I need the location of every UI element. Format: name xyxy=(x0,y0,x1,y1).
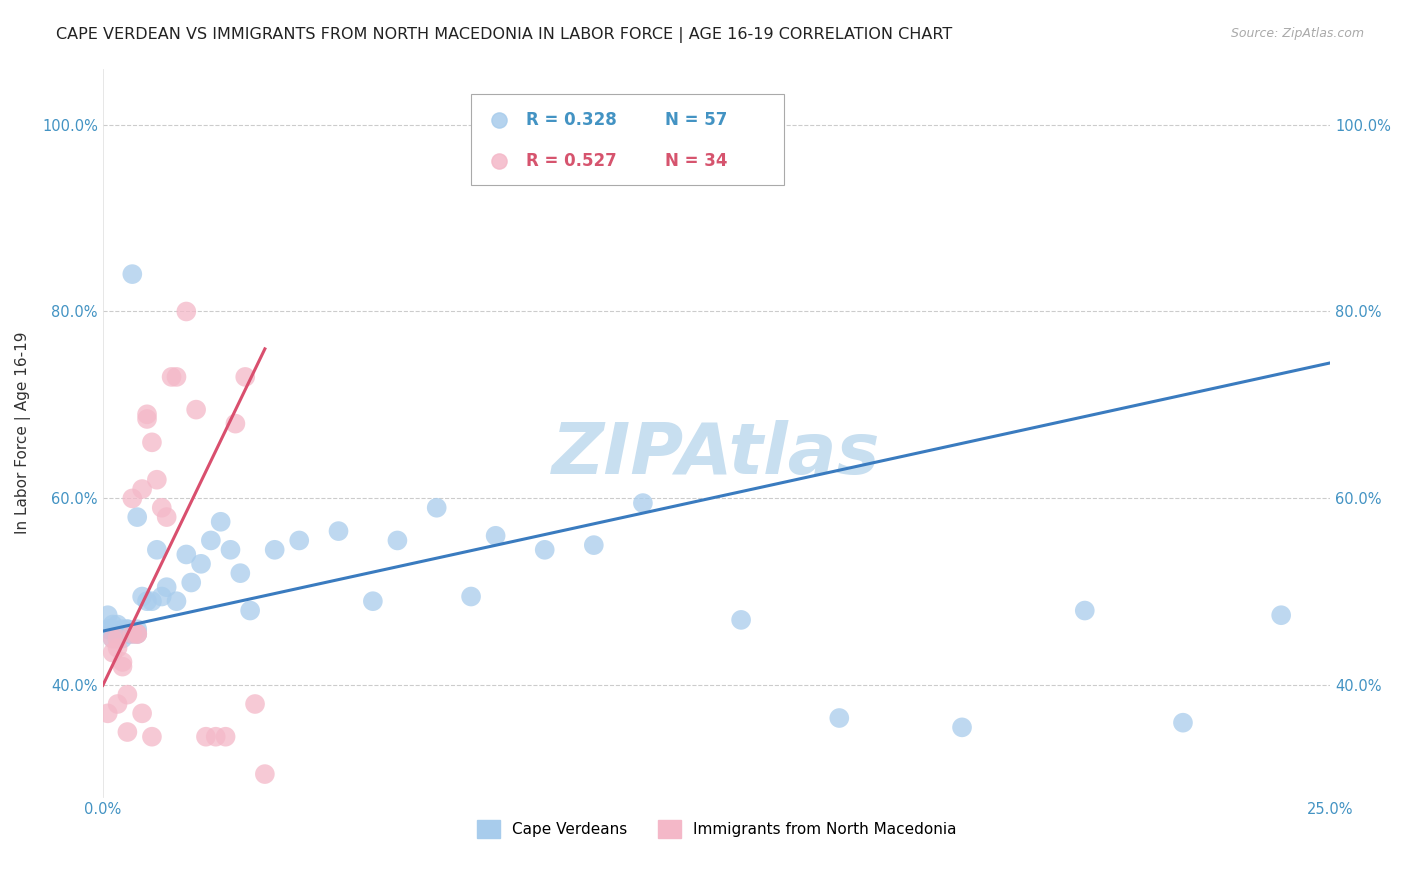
Point xyxy=(166,594,188,608)
Point xyxy=(361,594,384,608)
Point xyxy=(107,697,129,711)
Point xyxy=(121,627,143,641)
Point xyxy=(141,435,163,450)
Point xyxy=(117,622,139,636)
FancyBboxPatch shape xyxy=(471,94,785,186)
Point xyxy=(97,608,120,623)
Point xyxy=(101,646,124,660)
Point xyxy=(194,730,217,744)
Point xyxy=(136,407,159,421)
Point xyxy=(166,370,188,384)
Point xyxy=(127,627,149,641)
Point xyxy=(101,617,124,632)
Point xyxy=(253,767,276,781)
Point xyxy=(141,730,163,744)
Point xyxy=(117,725,139,739)
Point xyxy=(121,627,143,641)
Point xyxy=(117,627,139,641)
Point xyxy=(204,730,226,744)
Text: ZIPAtlas: ZIPAtlas xyxy=(553,420,880,490)
Point xyxy=(160,370,183,384)
Point xyxy=(263,542,285,557)
Y-axis label: In Labor Force | Age 16-19: In Labor Force | Age 16-19 xyxy=(15,332,31,534)
Point xyxy=(117,688,139,702)
Point xyxy=(127,510,149,524)
Point xyxy=(146,542,169,557)
Point xyxy=(111,627,134,641)
Point xyxy=(121,491,143,506)
Point xyxy=(136,594,159,608)
Point xyxy=(131,706,153,721)
Point xyxy=(111,622,134,636)
Point xyxy=(233,370,256,384)
Point xyxy=(111,632,134,646)
Point xyxy=(121,267,143,281)
Point xyxy=(1171,715,1194,730)
Point xyxy=(239,603,262,617)
Point xyxy=(328,524,350,538)
Point xyxy=(229,566,252,581)
Point xyxy=(111,659,134,673)
Point xyxy=(101,632,124,646)
Point xyxy=(243,697,266,711)
Point xyxy=(485,529,508,543)
Point xyxy=(150,590,173,604)
Point xyxy=(224,417,246,431)
Point xyxy=(127,622,149,636)
Point xyxy=(101,622,124,636)
Point xyxy=(214,730,236,744)
Point xyxy=(533,542,555,557)
Point xyxy=(107,627,129,641)
Text: R = 0.527: R = 0.527 xyxy=(526,153,617,170)
Point xyxy=(219,542,242,557)
Point xyxy=(101,632,124,646)
Point xyxy=(107,627,129,641)
Text: N = 57: N = 57 xyxy=(665,111,727,128)
Point xyxy=(117,622,139,636)
Text: CAPE VERDEAN VS IMMIGRANTS FROM NORTH MACEDONIA IN LABOR FORCE | AGE 16-19 CORRE: CAPE VERDEAN VS IMMIGRANTS FROM NORTH MA… xyxy=(56,27,952,43)
Point xyxy=(146,473,169,487)
Point xyxy=(184,402,207,417)
Point xyxy=(131,590,153,604)
Point xyxy=(190,557,212,571)
Point xyxy=(460,590,482,604)
Point xyxy=(950,720,973,734)
Point xyxy=(582,538,605,552)
Point xyxy=(288,533,311,548)
Point xyxy=(97,706,120,721)
Point xyxy=(156,510,179,524)
Point xyxy=(107,617,129,632)
Point xyxy=(631,496,654,510)
Point xyxy=(97,622,120,636)
Point xyxy=(209,515,232,529)
Point xyxy=(176,304,198,318)
Point xyxy=(136,412,159,426)
Text: Source: ZipAtlas.com: Source: ZipAtlas.com xyxy=(1230,27,1364,40)
Point xyxy=(111,655,134,669)
Point xyxy=(426,500,449,515)
Point xyxy=(127,627,149,641)
Point xyxy=(730,613,752,627)
Point xyxy=(180,575,202,590)
Point xyxy=(1368,594,1391,608)
Point xyxy=(200,533,222,548)
Point xyxy=(141,594,163,608)
Point xyxy=(1074,603,1097,617)
Legend: Cape Verdeans, Immigrants from North Macedonia: Cape Verdeans, Immigrants from North Mac… xyxy=(471,814,963,845)
Text: N = 34: N = 34 xyxy=(665,153,727,170)
Point xyxy=(1270,608,1292,623)
Text: R = 0.328: R = 0.328 xyxy=(526,111,617,128)
Point xyxy=(107,640,129,655)
Point xyxy=(156,580,179,594)
Point xyxy=(127,627,149,641)
Point xyxy=(176,548,198,562)
Point xyxy=(828,711,851,725)
Point xyxy=(387,533,409,548)
Point xyxy=(107,632,129,646)
Point xyxy=(107,632,129,646)
Point xyxy=(150,500,173,515)
Point xyxy=(131,482,153,496)
